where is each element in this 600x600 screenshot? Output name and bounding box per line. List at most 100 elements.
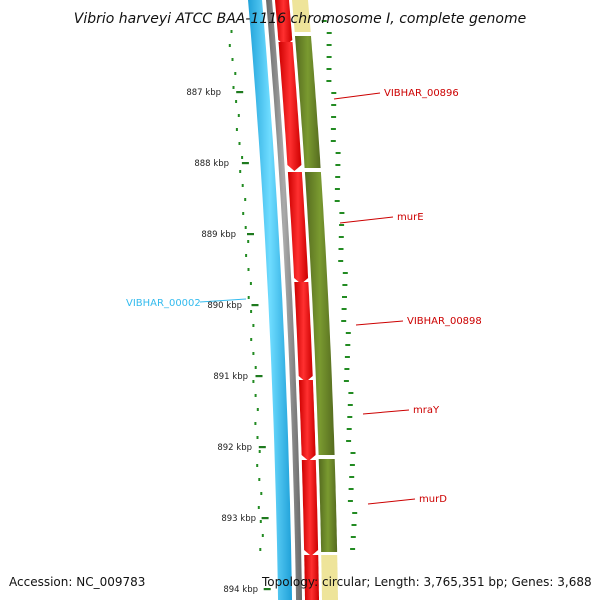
gc-skew-dot [257,506,260,509]
footer-accession-bg [0,572,140,592]
forward-cds-features [275,0,319,600]
gc-content-dash [350,536,356,538]
gc-skew-dot [250,338,253,341]
gc-content-dash [326,56,332,58]
gc-skew-dot [260,492,263,495]
gc-skew-dot [241,184,244,187]
gc-content-dash [339,212,345,214]
gc-skew-dot [238,142,241,145]
gc-content-dash [321,20,327,22]
gc-content-dash [348,392,354,394]
forward-cds-arrow [278,42,302,171]
gc-skew-dot [231,58,234,61]
tick-label: 893 kbp [221,514,256,524]
gc-content-dash [342,272,348,274]
tick-mark [247,233,254,236]
gc-skew-dot [247,240,250,243]
gc-skew-dot [241,156,244,159]
tick-label: 888 kbp [194,159,229,169]
gc-content-dash [348,488,354,490]
gc-skew-dot [256,408,259,411]
gc-content-dash [334,200,340,202]
gc-content-dash [344,368,350,370]
tick-mark [241,162,249,165]
gc-skew-dot [252,324,255,327]
gc-content-dash [350,548,356,550]
gc-content-dash [350,452,356,454]
gc-skew-dot [237,114,240,117]
gc-content-dash [326,80,332,82]
label-leader-line [367,498,416,505]
tick-label: 890 kbp [207,301,242,311]
map-title: Vibrio harveyi ATCC BAA-1116 chromosome … [74,11,526,27]
gc-skew-dot [247,268,250,271]
gc-skew-dot [242,212,245,215]
tick-mark [263,588,271,591]
gc-skew-dot [252,352,255,355]
forward-cds-arrow [304,555,319,600]
gc-content-dashes [321,20,358,550]
tick-label: 892 kbp [217,443,252,453]
gc-content-dash [349,464,355,466]
gc-content-dash [342,284,348,286]
gene-label-mure[interactable]: murE [397,212,424,223]
gc-content-dash [344,356,350,358]
gc-content-dash [352,512,358,514]
tick-label: 889 kbp [201,230,236,240]
gc-skew-dot [252,380,255,383]
gc-skew-dot [254,394,257,397]
gene-label-vibhar-00002[interactable]: VIBHAR_00002 [126,298,201,309]
cog-ring [292,0,338,600]
gc-skew-track [228,30,264,551]
forward-cds-arrow [294,282,313,382]
reverse-cds-ring [248,0,293,600]
tick-label: 894 kbp [223,585,258,595]
gc-content-dash [330,140,336,142]
gc-skew-dot [256,436,259,439]
position-tick-marks [236,91,271,591]
tick-mark [258,446,266,449]
gc-skew-dot [244,226,247,229]
tick-mark [251,304,259,307]
gc-content-dash [339,224,345,226]
cog-segment [295,36,321,168]
gc-content-dash [341,320,347,322]
tick-label: 887 kbp [186,88,221,98]
gc-skew-dot [249,282,252,285]
gc-content-dash [346,428,352,430]
gc-content-dash [331,104,337,106]
gc-content-dash [335,164,341,166]
gene-label-vibhar-00898[interactable]: VIBHAR_00898 [407,316,482,327]
gc-content-dash [341,308,347,310]
gc-skew-dot [245,254,248,257]
gc-content-dash [347,404,353,406]
label-leader-line [339,216,394,224]
gene-label-mray[interactable]: mraY [413,405,440,416]
label-leader-line [333,92,381,100]
gc-content-dash [335,176,341,178]
accession-text: Accession: NC_009783 [9,575,145,589]
tick-mark [261,517,269,520]
gc-content-dash [345,332,351,334]
gc-skew-dot [244,198,247,201]
gene-label-murd[interactable]: murD [419,494,447,505]
label-leader-line [199,298,247,303]
gc-skew-dot [230,30,233,33]
gc-skew-dot [235,100,238,103]
gene-label-vibhar-00896[interactable]: VIBHAR_00896 [384,88,459,99]
gc-content-dash [346,440,352,442]
gc-content-dash [338,236,344,238]
gc-skew-dot [258,450,261,453]
gc-skew-dot [239,170,242,173]
gc-content-dash [326,32,332,34]
gc-content-dash [338,248,344,250]
gc-content-dash [338,260,344,262]
gc-content-dash [326,68,332,70]
gc-skew-dot [234,72,237,75]
gc-content-dash [331,116,337,118]
cog-segment-light [292,0,311,32]
gc-content-dash [326,44,332,46]
gc-skew-dot [250,310,253,313]
gc-skew-dot [258,478,261,481]
